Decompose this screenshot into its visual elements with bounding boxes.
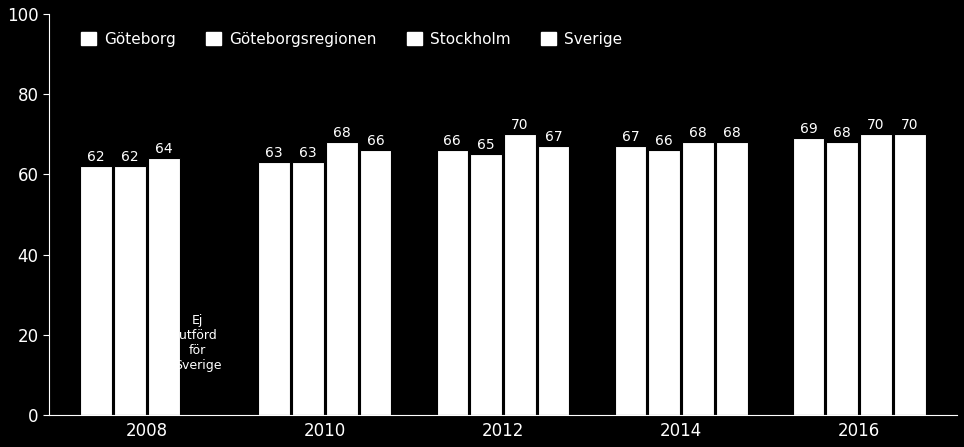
Text: 62: 62 <box>121 150 139 164</box>
Bar <box>437 150 468 415</box>
Text: 62: 62 <box>88 150 105 164</box>
Text: 67: 67 <box>545 130 563 144</box>
Text: 70: 70 <box>901 118 919 132</box>
Bar <box>895 134 925 415</box>
Text: 66: 66 <box>656 134 673 148</box>
Text: 66: 66 <box>443 134 461 148</box>
Bar <box>470 154 502 415</box>
Text: 68: 68 <box>333 126 351 140</box>
Bar <box>716 142 747 415</box>
Bar <box>326 142 358 415</box>
Bar <box>115 166 146 415</box>
Text: 63: 63 <box>265 146 283 160</box>
Bar <box>258 162 290 415</box>
Bar <box>148 158 179 415</box>
Bar <box>538 146 570 415</box>
Bar <box>504 134 536 415</box>
Bar <box>80 166 112 415</box>
Bar <box>683 142 713 415</box>
Legend: Göteborg, Göteborgsregionen, Stockholm, Sverige: Göteborg, Göteborgsregionen, Stockholm, … <box>75 25 629 53</box>
Bar <box>792 138 824 415</box>
Bar <box>826 142 858 415</box>
Text: 67: 67 <box>622 130 639 144</box>
Text: 70: 70 <box>868 118 885 132</box>
Text: 65: 65 <box>477 138 495 152</box>
Text: Ej
utförd
för
Sverige: Ej utförd för Sverige <box>174 314 222 372</box>
Text: 68: 68 <box>833 126 851 140</box>
Bar <box>649 150 680 415</box>
Text: 69: 69 <box>799 122 817 136</box>
Text: 63: 63 <box>299 146 317 160</box>
Bar <box>292 162 324 415</box>
Text: 64: 64 <box>155 142 173 156</box>
Text: 68: 68 <box>689 126 707 140</box>
Bar <box>360 150 391 415</box>
Text: 68: 68 <box>723 126 740 140</box>
Text: 70: 70 <box>511 118 528 132</box>
Text: 66: 66 <box>367 134 385 148</box>
Bar <box>860 134 892 415</box>
Bar <box>615 146 646 415</box>
